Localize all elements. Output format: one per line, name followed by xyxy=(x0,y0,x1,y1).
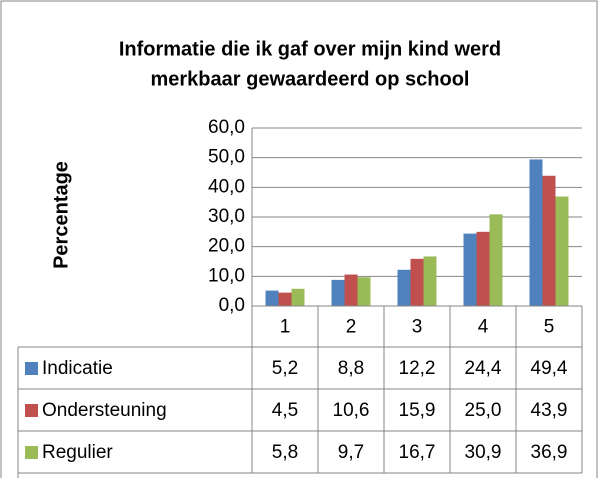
table-cell: 49,4 xyxy=(531,358,568,379)
bar xyxy=(278,292,292,306)
table-cell: 9,7 xyxy=(338,442,364,463)
bar xyxy=(463,233,477,306)
legend-label: Ondersteuning xyxy=(42,400,167,421)
x-tick-label: 1 xyxy=(280,317,291,338)
bar xyxy=(555,196,569,306)
x-tick-label: 4 xyxy=(478,317,489,338)
table-cell: 10,6 xyxy=(333,400,370,421)
bar xyxy=(542,175,556,306)
bar xyxy=(529,159,543,306)
table-cell: 36,9 xyxy=(531,442,568,463)
bar xyxy=(397,269,411,306)
y-axis-label: Percentage xyxy=(50,161,72,269)
x-tick-label: 2 xyxy=(346,317,357,338)
table-cell: 5,2 xyxy=(272,358,298,379)
y-tick-label: 30,0 xyxy=(208,206,245,227)
x-tick-label: 3 xyxy=(412,317,423,338)
legend-key xyxy=(25,446,38,459)
bar xyxy=(344,274,358,306)
y-tick-label: 50,0 xyxy=(208,147,245,168)
table-cell: 4,5 xyxy=(272,400,298,421)
bar xyxy=(476,231,490,306)
legend-key xyxy=(25,404,38,417)
legend-label: Indicatie xyxy=(42,358,113,379)
y-tick-label: 0,0 xyxy=(219,295,245,316)
bar xyxy=(489,214,503,306)
y-tick-label: 40,0 xyxy=(208,176,245,197)
x-tick-label: 5 xyxy=(544,317,555,338)
bar xyxy=(410,258,424,306)
table-cell: 30,9 xyxy=(465,442,502,463)
table-cell: 16,7 xyxy=(399,442,436,463)
table-cell: 8,8 xyxy=(338,358,364,379)
chart-title: merkbaar gewaardeerd op school xyxy=(150,68,469,90)
table-cell: 5,8 xyxy=(272,442,298,463)
y-tick-label: 20,0 xyxy=(208,236,245,257)
bar xyxy=(265,290,279,306)
chart-title: Informatie die ik gaf over mijn kind wer… xyxy=(119,38,501,60)
table-cell: 25,0 xyxy=(465,400,502,421)
bar xyxy=(423,256,437,306)
table-cell: 24,4 xyxy=(465,358,502,379)
legend-key xyxy=(25,362,38,375)
bar xyxy=(357,277,371,306)
bar xyxy=(331,279,345,306)
table-cell: 43,9 xyxy=(531,400,568,421)
y-tick-label: 10,0 xyxy=(208,265,245,286)
table-cell: 12,2 xyxy=(399,358,436,379)
legend-label: Regulier xyxy=(42,442,113,463)
y-tick-label: 60,0 xyxy=(208,117,245,138)
table-cell: 15,9 xyxy=(399,400,436,421)
bar xyxy=(291,288,305,306)
